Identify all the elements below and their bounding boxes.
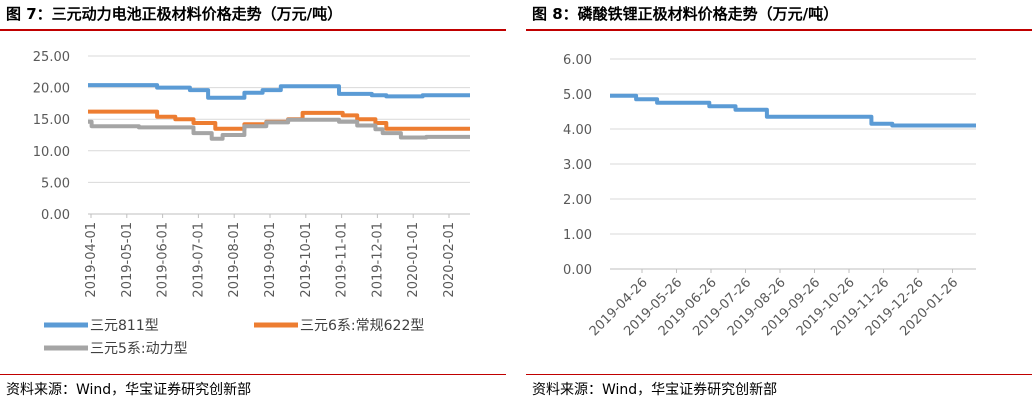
x-tick-label: 2019-05-01 — [120, 222, 135, 298]
x-tick-label: 2019-12-01 — [370, 222, 385, 298]
x-tick-label: 2019-06-01 — [156, 222, 171, 298]
series-line — [610, 93, 976, 128]
y-tick-label: 2.00 — [563, 193, 592, 208]
y-tick-label: 6.00 — [563, 53, 592, 68]
title-rule — [526, 29, 1032, 31]
x-tick-label: 2019-10-01 — [299, 222, 314, 298]
y-tick-label: 0.00 — [563, 263, 592, 278]
x-tick-label: 2019-09-01 — [263, 222, 278, 298]
x-tick-label: 2019-04-01 — [84, 222, 99, 298]
x-tick-label: 2020-02-01 — [442, 222, 457, 298]
y-tick-label: 3.00 — [563, 158, 592, 173]
source-note: 资料来源：Wind，华宝证券研究创新部 — [6, 382, 252, 398]
legend-label: 三元6系:常规622型 — [300, 318, 424, 334]
legend-label: 三元5系:动力型 — [90, 341, 188, 357]
source-note: 资料来源：Wind，华宝证券研究创新部 — [532, 382, 778, 398]
legend-label: 三元811型 — [90, 318, 159, 334]
chart-title: 图 7：三元动力电池正极材料价格走势（万元/吨） — [6, 5, 343, 23]
y-tick-label: 15.00 — [33, 113, 70, 128]
y-tick-label: 20.00 — [33, 82, 70, 97]
y-tick-label: 5.00 — [563, 88, 592, 103]
chart-title: 图 8：磷酸铁锂正极材料价格走势（万元/吨） — [532, 5, 839, 23]
y-tick-label: 0.00 — [41, 208, 70, 223]
y-tick-label: 1.00 — [563, 228, 592, 243]
y-tick-label: 25.00 — [33, 50, 70, 65]
chart-panel-ternary: 图 7：三元动力电池正极材料价格走势（万元/吨） 0.00 5.00 10.00 15… — [0, 0, 506, 406]
y-tick-label: 5.00 — [41, 176, 70, 191]
x-tick-label: 2020-01-01 — [406, 222, 421, 298]
source-rule — [526, 374, 1032, 375]
x-tick-label: 2019-08-01 — [227, 222, 242, 298]
x-tick-label: 2019-07-01 — [191, 222, 206, 298]
title-rule — [0, 29, 506, 31]
series-line — [88, 83, 470, 100]
ternary-price-chart: 0.00 5.00 10.00 15.00 20.00 25.00 2019-04-01 20… — [33, 50, 470, 357]
x-tick-label: 2019-11-01 — [335, 222, 350, 298]
source-rule — [0, 374, 506, 375]
series-line — [88, 117, 470, 141]
lfp-price-chart: 0.001.002.003.004.005.006.002019-04-2620… — [563, 53, 976, 339]
y-tick-label: 4.00 — [563, 123, 592, 138]
y-tick-label: 10.00 — [33, 145, 70, 160]
chart-panel-lfp: 图 8：磷酸铁锂正极材料价格走势（万元/吨） 0.00 1.00 2.00 3.00 4… — [526, 0, 1032, 406]
